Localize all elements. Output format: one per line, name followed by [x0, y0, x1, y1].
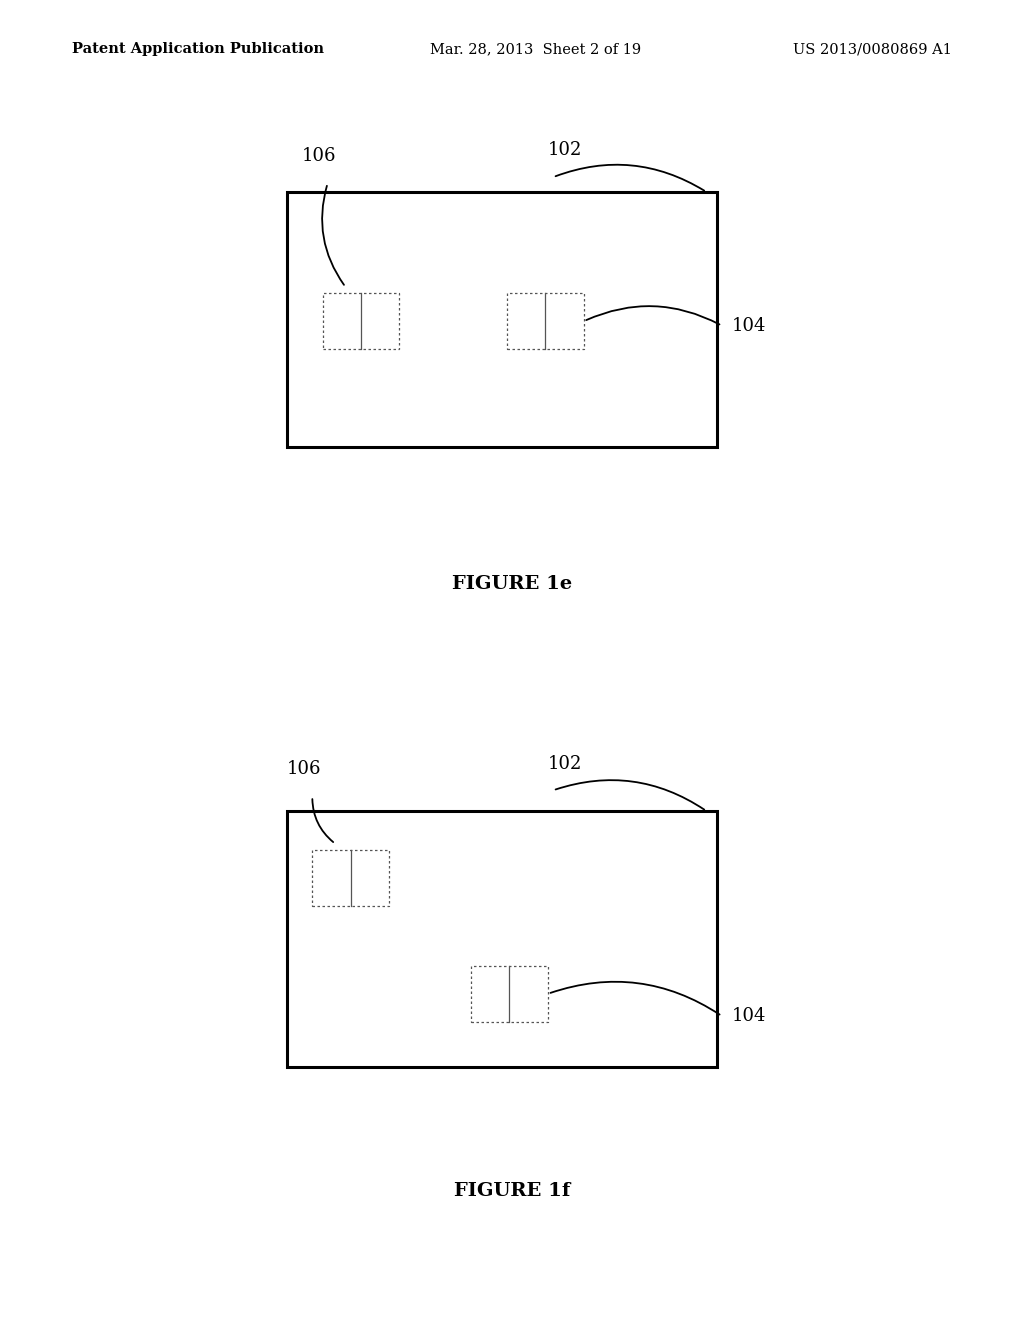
- Text: 102: 102: [548, 141, 583, 160]
- Text: FIGURE 1f: FIGURE 1f: [454, 1183, 570, 1200]
- Bar: [507, 293, 584, 350]
- Text: Patent Application Publication: Patent Application Publication: [72, 42, 324, 57]
- Text: FIGURE 1e: FIGURE 1e: [452, 576, 572, 593]
- Text: US 2013/0080869 A1: US 2013/0080869 A1: [794, 42, 952, 57]
- Bar: [323, 293, 399, 350]
- Text: 104: 104: [732, 1007, 767, 1026]
- Text: Mar. 28, 2013  Sheet 2 of 19: Mar. 28, 2013 Sheet 2 of 19: [430, 42, 641, 57]
- Bar: [287, 191, 717, 447]
- Bar: [312, 850, 389, 906]
- Bar: [471, 966, 548, 1022]
- Text: 106: 106: [287, 760, 322, 779]
- Text: 102: 102: [548, 755, 583, 772]
- Text: 106: 106: [302, 148, 337, 165]
- Text: 104: 104: [732, 317, 767, 335]
- Bar: [287, 810, 717, 1067]
